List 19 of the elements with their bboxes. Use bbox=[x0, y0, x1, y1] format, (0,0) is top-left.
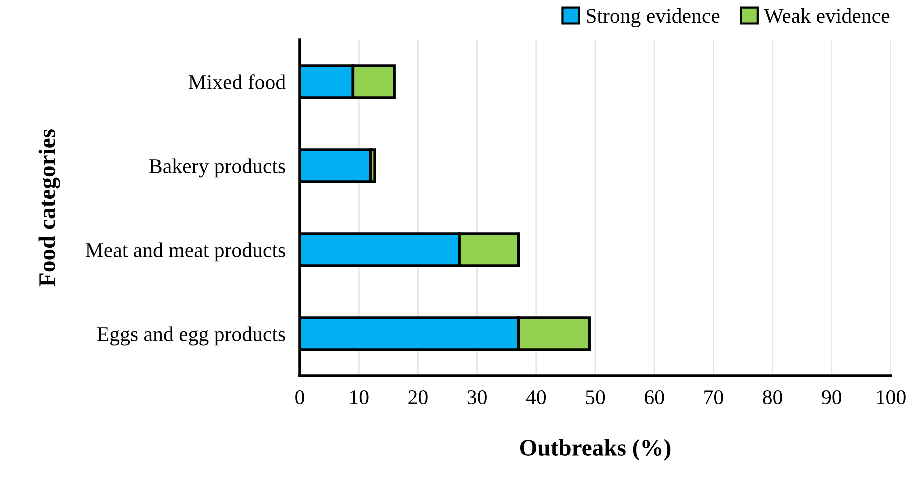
x-axis-title: Outbreaks (%) bbox=[520, 439, 671, 461]
y-tick-label: Bakery products bbox=[150, 158, 286, 178]
y-tick-label: Mixed food bbox=[188, 74, 286, 90]
y-tick-label: Eggs and egg products bbox=[98, 326, 286, 346]
x-tick-label: 50 bbox=[586, 390, 606, 405]
x-tick-label: 20 bbox=[408, 390, 428, 405]
x-tick-label: 0 bbox=[296, 390, 304, 405]
x-tick-label: 100 bbox=[877, 390, 906, 405]
x-tick-label: 80 bbox=[763, 390, 782, 405]
x-tick-label: 30 bbox=[468, 390, 487, 405]
x-tick-label: 70 bbox=[704, 390, 724, 405]
legend-label: Strong evidence bbox=[587, 8, 720, 28]
legend-label: Weak evidence bbox=[764, 8, 890, 24]
y-axis-title: Food categories bbox=[38, 130, 60, 287]
x-tick-label: 10 bbox=[350, 390, 369, 405]
x-tick-label: 60 bbox=[645, 390, 664, 405]
y-tick-label: Meat and meat products bbox=[86, 242, 286, 262]
x-tick-label: 40 bbox=[526, 390, 546, 405]
x-tick-label: 90 bbox=[822, 390, 842, 405]
